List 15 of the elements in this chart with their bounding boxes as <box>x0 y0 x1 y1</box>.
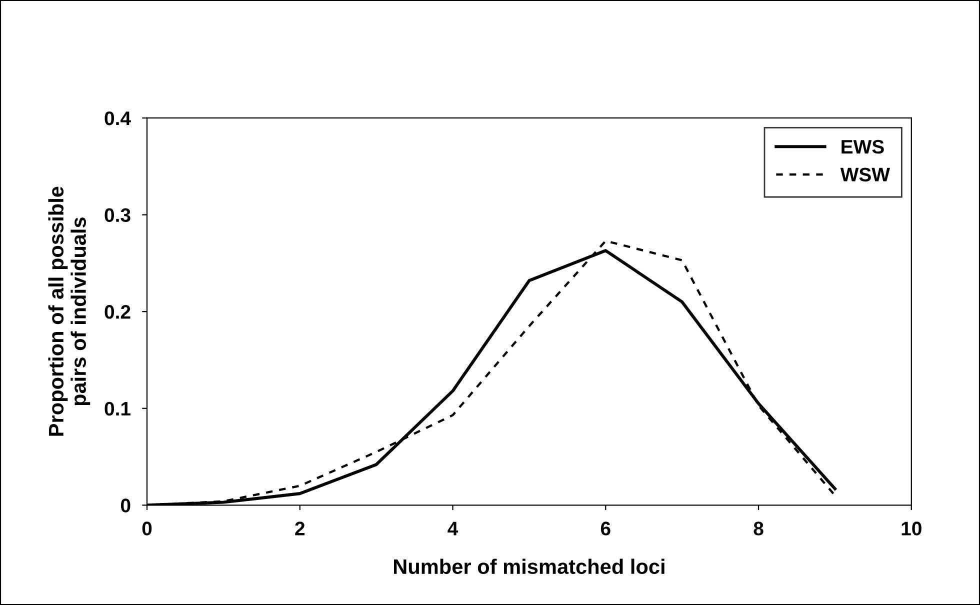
y-tick-label: 0 <box>120 498 130 512</box>
x-axis-title: Number of mismatched loci <box>394 558 664 574</box>
y-tick-label: 0.2 <box>104 305 130 319</box>
x-tick-label: 4 <box>448 522 458 536</box>
x-tick-label: 10 <box>902 522 922 536</box>
x-tick-label: 0 <box>142 522 152 536</box>
x-tick-label: 2 <box>295 522 305 536</box>
y-tick-label: 0.3 <box>104 208 130 222</box>
y-tick-label: 0.4 <box>104 111 131 126</box>
legend-label: EWS <box>842 140 884 154</box>
x-tick-label: 6 <box>600 522 610 536</box>
x-tick-label: 8 <box>754 522 764 536</box>
y-axis-title: Proportion of all possible pairs of individuals <box>48 186 90 436</box>
legend-label: WSW <box>840 168 890 182</box>
y-tick-label: 0.1 <box>104 402 130 416</box>
